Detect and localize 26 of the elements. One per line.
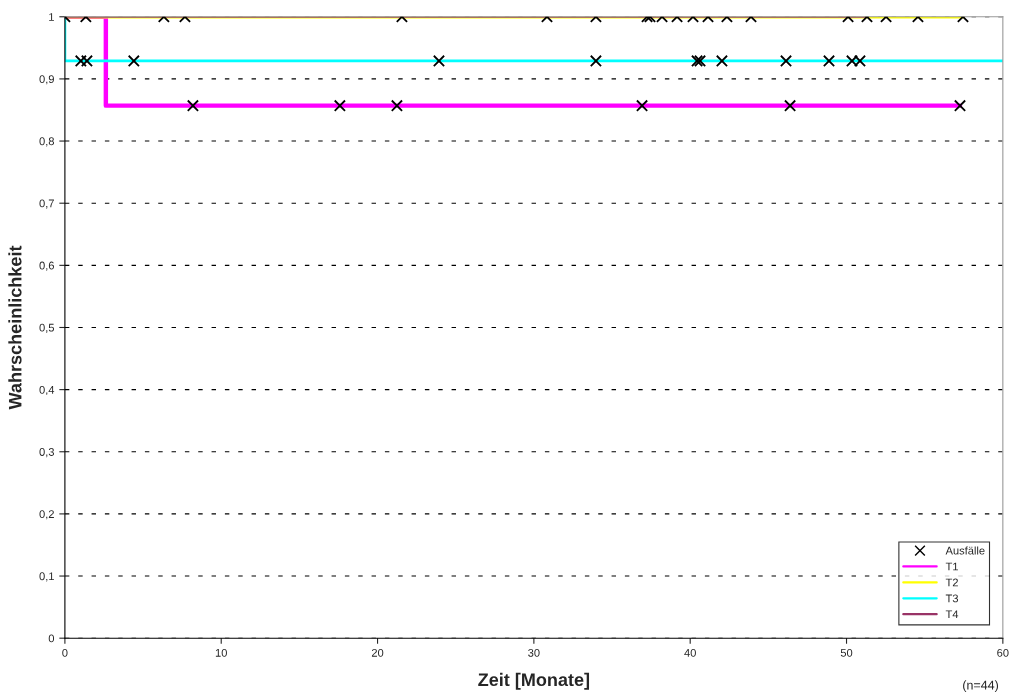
- x-tick-label: 20: [371, 648, 384, 657]
- x-axis-title: Zeit [Monate]: [478, 672, 590, 690]
- x-tick-label: 40: [684, 648, 696, 657]
- y-tick-label: 0,1: [39, 572, 54, 582]
- y-axis-title: Wahrscheinlichkeit: [8, 245, 22, 410]
- text: (n=44): [963, 680, 999, 692]
- legend-label: T4: [945, 610, 959, 619]
- x-tick-label: 0: [62, 648, 68, 657]
- legend-label: T3: [945, 594, 959, 603]
- y-tick-label: 0,7: [39, 199, 54, 209]
- x-tick-label: 60: [997, 648, 1009, 657]
- x-tick-label: 10: [215, 648, 227, 657]
- y-tick-label: 0,6: [39, 261, 54, 271]
- y-tick-label: 0,4: [39, 385, 55, 396]
- legend-label: T1: [945, 562, 958, 571]
- y-tick-label: 0,2: [39, 510, 54, 520]
- x-tick-label: 50: [840, 648, 853, 657]
- y-tick-label: 0,3: [39, 448, 54, 458]
- y-tick-label: 1: [49, 13, 54, 21]
- y-tick-label: 0,8: [39, 137, 54, 147]
- legend-label: T2: [945, 578, 958, 587]
- y-tick-label: 0,5: [39, 323, 55, 333]
- x-tick-label: 30: [528, 648, 540, 657]
- legend-label: Ausfälle: [945, 546, 985, 555]
- y-tick-label: 0,9: [39, 75, 54, 85]
- y-tick-label: 0: [48, 634, 55, 643]
